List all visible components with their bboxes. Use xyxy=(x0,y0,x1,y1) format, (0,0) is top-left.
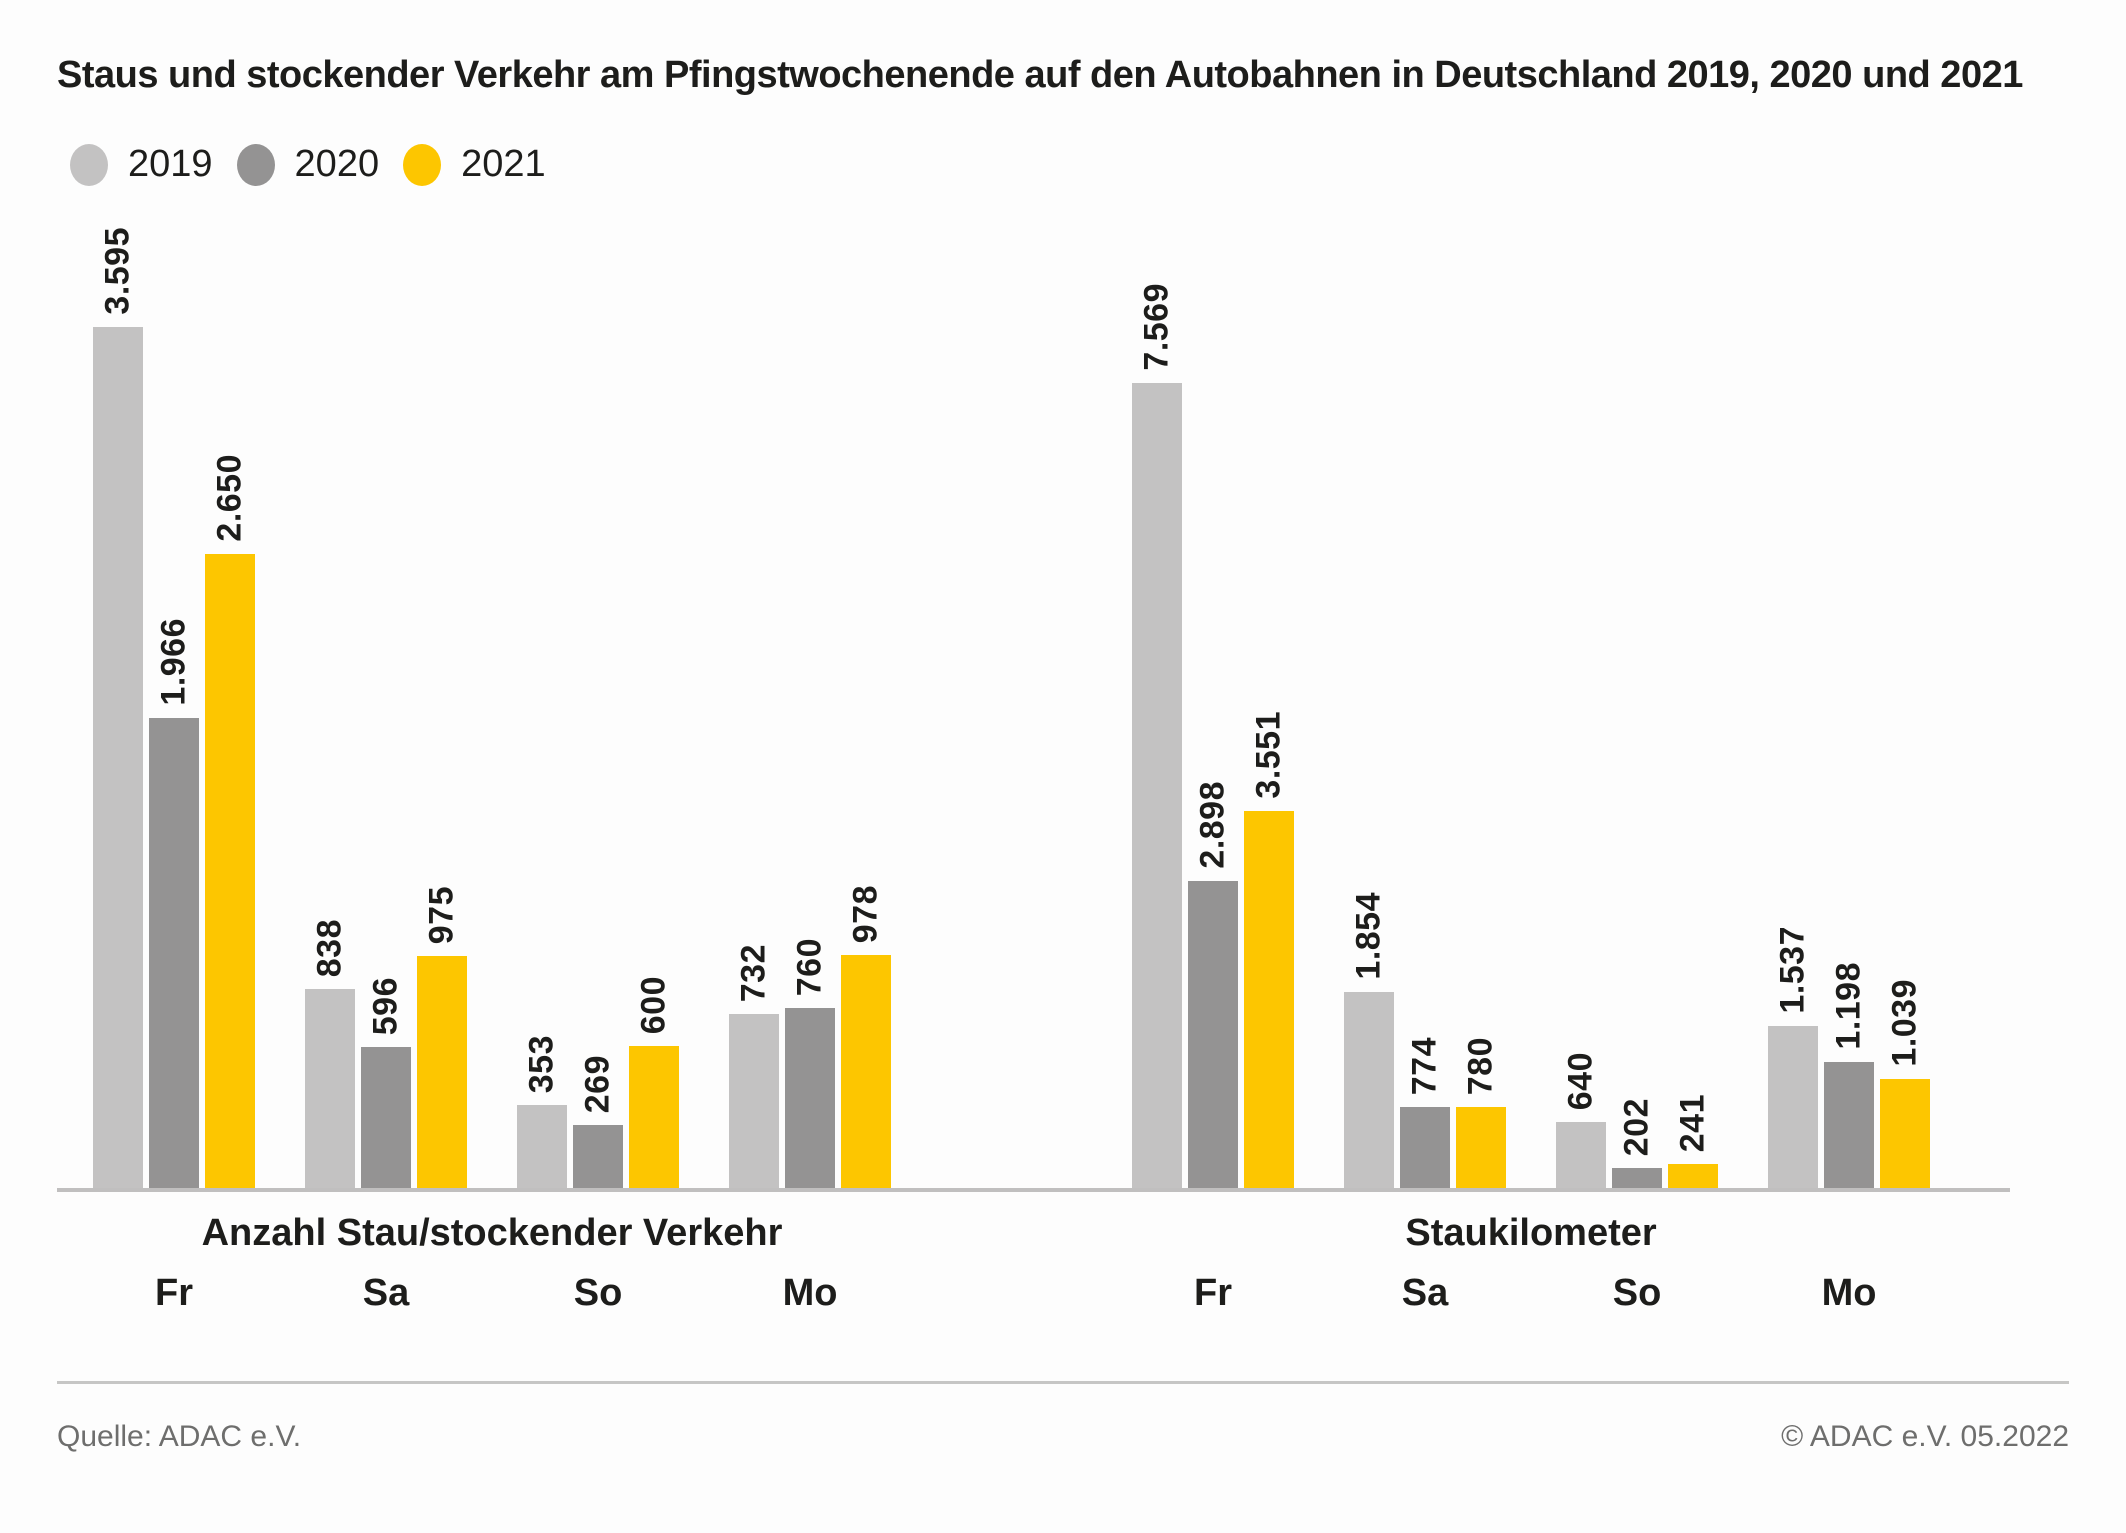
bar-value-label: 2.650 xyxy=(210,454,249,542)
bar-value-label: 7.569 xyxy=(1137,283,1176,371)
bar-value-label: 1.537 xyxy=(1773,926,1812,1014)
legend-label-2019: 2019 xyxy=(128,143,213,185)
bar-2021-sa-chart1: 780 xyxy=(1456,1037,1506,1190)
bar-2020-so-chart1: 202 xyxy=(1612,1098,1662,1190)
bar-value-label: 780 xyxy=(1461,1036,1500,1095)
chart-staukilometer: 7.569 2.898 3.551 Fr 1.854 774 780 Sa 640 202 241 S… xyxy=(1132,283,1930,1314)
bar-value-label: 1.854 xyxy=(1349,892,1388,980)
chart-section-title-anzahl-stau: Anzahl Stau/stockender Verkehr xyxy=(201,1212,783,1254)
bar-value-label: 600 xyxy=(634,975,673,1034)
copyright-text: © ADAC e.V. 05.2022 xyxy=(1781,1420,2069,1453)
bar-value-label: 978 xyxy=(846,884,885,943)
bar-value-label: 3.551 xyxy=(1249,711,1288,799)
bar-value-label: 760 xyxy=(790,937,829,996)
axis-label-fr-chart1: Fr xyxy=(1194,1272,1232,1314)
legend-label-2021: 2021 xyxy=(461,143,546,185)
axis-label-fr-chart0: Fr xyxy=(155,1272,193,1314)
legend-swatch-2021-icon xyxy=(403,143,442,186)
bar-2021-mo-chart1: 1.039 xyxy=(1880,979,1930,1190)
footer-divider xyxy=(57,1381,2069,1384)
bar-2021-sa-chart0: 975 xyxy=(417,886,467,1190)
bar-group-mo-chart0: 732 760 978 Mo xyxy=(729,885,891,1314)
bar-value-label: 1.966 xyxy=(154,618,193,706)
axis-label-sa-chart0: Sa xyxy=(362,1272,410,1314)
axis-label-mo-chart0: Mo xyxy=(782,1272,838,1314)
bar-value-label: 596 xyxy=(366,976,405,1035)
legend-swatch-2020-icon xyxy=(236,143,275,186)
bar-2019-so-chart1: 640 xyxy=(1556,1052,1606,1190)
bar-2021-mo-chart0: 978 xyxy=(841,885,891,1190)
bar-value-label: 241 xyxy=(1673,1093,1712,1152)
legend: 2019 2020 2021 xyxy=(70,143,546,186)
bar-value-label: 1.198 xyxy=(1829,962,1868,1050)
bar-group-fr-chart1: 7.569 2.898 3.551 Fr xyxy=(1132,283,1294,1314)
bar-value-label: 3.595 xyxy=(98,227,137,315)
chart-section-title-staukilometer: Staukilometer xyxy=(1405,1212,1657,1254)
bar-group-sa-chart1: 1.854 774 780 Sa xyxy=(1344,892,1506,1314)
bar-2020-fr-chart1: 2.898 xyxy=(1188,781,1238,1190)
plot-area-staukilometer: 7.569 2.898 3.551 Fr 1.854 774 780 Sa 640 202 241 S… xyxy=(1132,283,1930,1314)
bar-2021-so-chart1: 241 xyxy=(1668,1094,1718,1190)
page-title: Staus und stockender Verkehr am Pfingstw… xyxy=(57,54,2023,96)
bar-value-label: 838 xyxy=(310,918,349,977)
bar-2020-mo-chart0: 760 xyxy=(785,938,835,1190)
bar-2019-so-chart0: 353 xyxy=(517,1035,567,1190)
bar-2019-sa-chart0: 838 xyxy=(305,919,355,1190)
bar-2019-mo-chart1: 1.537 xyxy=(1768,926,1818,1190)
bar-2019-mo-chart0: 732 xyxy=(729,944,779,1190)
source-text: Quelle: ADAC e.V. xyxy=(57,1420,302,1453)
bar-2020-mo-chart1: 1.198 xyxy=(1824,962,1874,1190)
bar-2020-so-chart0: 269 xyxy=(573,1055,623,1190)
legend-swatch-2019-icon xyxy=(70,143,108,186)
legend-item-2019: 2019 xyxy=(70,143,213,186)
bar-group-sa-chart0: 838 596 975 Sa xyxy=(305,886,467,1314)
bar-2019-fr-chart1: 7.569 xyxy=(1132,283,1182,1190)
chart-anzahl-stau: 3.595 1.966 2.650 Fr 838 596 975 Sa 353 269 600 So 7… xyxy=(93,227,891,1314)
bar-2021-so-chart0: 600 xyxy=(629,976,679,1190)
bar-value-label: 202 xyxy=(1617,1097,1656,1156)
bar-value-label: 353 xyxy=(522,1034,561,1093)
bar-value-label: 1.039 xyxy=(1885,979,1924,1067)
bar-value-label: 732 xyxy=(734,943,773,1002)
bar-2020-fr-chart0: 1.966 xyxy=(149,618,199,1190)
bar-group-fr-chart0: 3.595 1.966 2.650 Fr xyxy=(93,227,255,1314)
bar-2020-sa-chart0: 596 xyxy=(361,977,411,1190)
bar-group-so-chart1: 640 202 241 So xyxy=(1556,1052,1718,1314)
bar-value-label: 269 xyxy=(578,1054,617,1113)
bar-value-label: 975 xyxy=(422,885,461,944)
bar-group-so-chart0: 353 269 600 So xyxy=(517,976,679,1314)
bar-2021-fr-chart0: 2.650 xyxy=(205,454,255,1190)
bar-2021-fr-chart1: 3.551 xyxy=(1244,711,1294,1190)
bar-value-label: 774 xyxy=(1405,1036,1444,1095)
legend-item-2021: 2021 xyxy=(403,143,546,186)
axis-label-mo-chart1: Mo xyxy=(1821,1272,1877,1314)
axis-label-so-chart1: So xyxy=(1612,1272,1662,1314)
bar-2019-sa-chart1: 1.854 xyxy=(1344,892,1394,1190)
legend-item-2020: 2020 xyxy=(236,143,380,186)
axis-label-so-chart0: So xyxy=(573,1272,623,1314)
axis-label-sa-chart1: Sa xyxy=(1401,1272,1449,1314)
bar-2020-sa-chart1: 774 xyxy=(1400,1037,1450,1190)
bar-value-label: 2.898 xyxy=(1193,781,1232,869)
bar-2019-fr-chart0: 3.595 xyxy=(93,227,143,1190)
x-axis-line xyxy=(57,1188,2010,1192)
bar-group-mo-chart1: 1.537 1.198 1.039 Mo xyxy=(1768,926,1930,1314)
legend-label-2020: 2020 xyxy=(294,143,380,185)
bar-value-label: 640 xyxy=(1561,1051,1600,1110)
plot-area-anzahl-stau: 3.595 1.966 2.650 Fr 838 596 975 Sa 353 269 600 So 7… xyxy=(93,227,891,1314)
